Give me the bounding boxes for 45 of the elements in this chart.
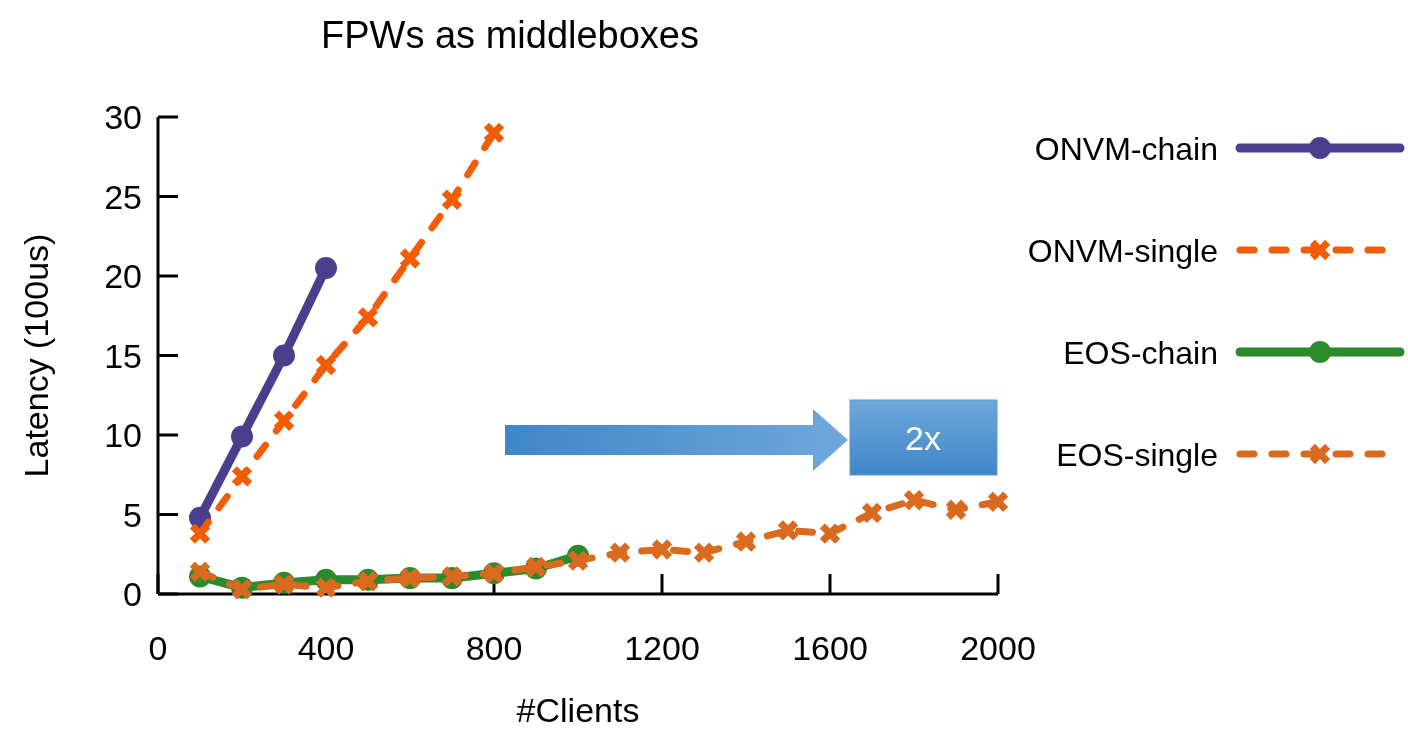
y-tick-label: 5 — [123, 495, 142, 534]
y-tick-label: 0 — [123, 575, 142, 613]
y-axis-title: Latency (100us) — [17, 233, 55, 478]
point — [399, 248, 421, 269]
point — [651, 539, 673, 560]
point — [609, 542, 631, 563]
x-tick-label: 1600 — [792, 629, 868, 667]
point — [693, 542, 715, 563]
legend-label: EOS-chain — [1063, 335, 1218, 371]
point — [987, 491, 1009, 512]
point — [315, 577, 337, 598]
y-tick-label: 30 — [104, 98, 142, 136]
y-tick-label: 25 — [104, 177, 142, 216]
point — [231, 466, 253, 487]
point — [315, 354, 337, 376]
y-tick-label: 20 — [104, 257, 142, 295]
x-tick-label: 800 — [465, 629, 523, 667]
point — [273, 410, 295, 431]
x-tick-label: 1200 — [624, 629, 700, 667]
chart-title: FPWs as middleboxes — [320, 14, 700, 56]
legend-label: EOS-single — [1056, 437, 1218, 473]
legend-label: ONVM-chain — [1034, 131, 1218, 167]
point — [357, 307, 379, 328]
point — [903, 489, 925, 511]
point — [945, 499, 967, 520]
point — [819, 523, 841, 544]
point — [231, 425, 253, 448]
point — [861, 502, 883, 524]
point — [735, 531, 757, 552]
x-tick-label: 400 — [297, 629, 355, 667]
point — [777, 520, 799, 541]
x-axis-title: #Clients — [516, 691, 640, 729]
point — [567, 550, 589, 571]
point — [441, 189, 463, 210]
annotation: 2x — [905, 419, 941, 457]
legend-label: ONVM-single — [1027, 233, 1218, 269]
x-tick-label: 0 — [148, 629, 168, 667]
point — [315, 257, 337, 280]
point — [189, 523, 211, 544]
point — [483, 122, 505, 144]
y-tick-label: 15 — [104, 336, 142, 375]
point — [189, 561, 211, 582]
y-tick-label: 10 — [104, 416, 142, 454]
point — [273, 344, 295, 367]
x-tick-label: 2000 — [960, 629, 1036, 667]
